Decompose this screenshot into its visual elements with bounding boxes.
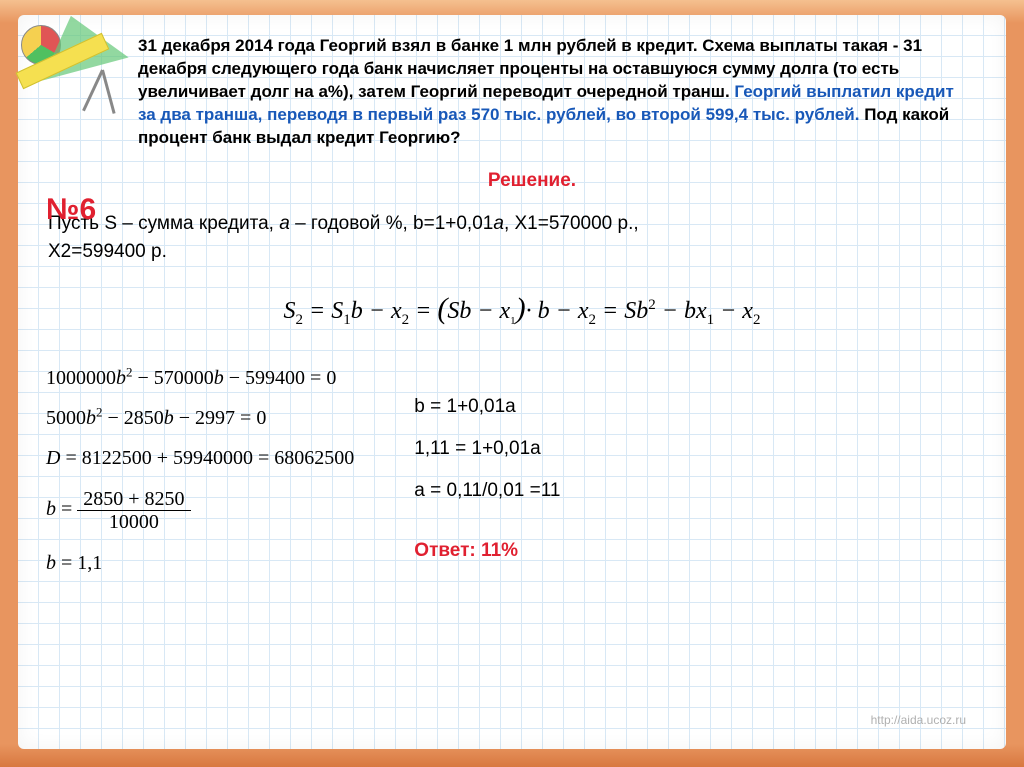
intro-1b: а — [279, 213, 290, 234]
paper-background: №6 31 декабря 2014 года Георгий взял в б… — [18, 15, 1006, 749]
answer-label: Ответ: — [414, 540, 481, 561]
frac-top: 2850 + 8250 — [77, 488, 190, 511]
intro-1e: , X1=570000 р., — [504, 213, 639, 234]
req-1: b = 1+0,01a — [414, 386, 560, 428]
intro-1c: – годовой %, b=1+0,01 — [290, 213, 494, 234]
req-2: 1,11 = 1+0,01a — [414, 428, 560, 470]
eq-4: b = 2850 + 825010000 — [46, 488, 354, 533]
req-3: a = 0,11/0,01 =11 — [414, 470, 560, 512]
main-formula: S2 = S1b − x2 = (Sb − x1)· b − x2 = Sb2 … — [78, 292, 966, 329]
eq-1: 1000000b2 − 570000b − 599400 = 0 — [46, 358, 354, 398]
solution-title: Решение. — [98, 170, 966, 192]
frac-bot: 10000 — [77, 511, 190, 533]
compass-icon — [83, 70, 123, 120]
problem-statement: 31 декабря 2014 года Георгий взял в банк… — [138, 35, 966, 150]
answer-value: 11% — [481, 540, 518, 561]
bottom-equations-area: 1000000b2 − 570000b − 599400 = 0 5000b2 … — [46, 358, 966, 583]
intro-2: X2=599400 р. — [48, 241, 167, 262]
eq-2: 5000b2 − 2850b − 2997 = 0 — [46, 398, 354, 438]
left-equations: 1000000b2 − 570000b − 599400 = 0 5000b2 … — [46, 358, 354, 583]
eq-3: D = 8122500 + 59940000 = 68062500 — [46, 438, 354, 478]
eq-5: b = 1,1 — [46, 543, 354, 583]
math-tools-decoration — [13, 10, 133, 130]
problem-number: №6 — [46, 193, 96, 227]
right-equations: b = 1+0,01a 1,11 = 1+0,01a a = 0,11/0,01… — [414, 358, 560, 583]
answer-line: Ответ: 11% — [414, 530, 560, 572]
solution-intro: Пусть S – сумма кредита, а – годовой %, … — [48, 210, 966, 267]
intro-1d: а — [493, 213, 504, 234]
watermark-url: http://aida.ucoz.ru — [871, 713, 966, 727]
